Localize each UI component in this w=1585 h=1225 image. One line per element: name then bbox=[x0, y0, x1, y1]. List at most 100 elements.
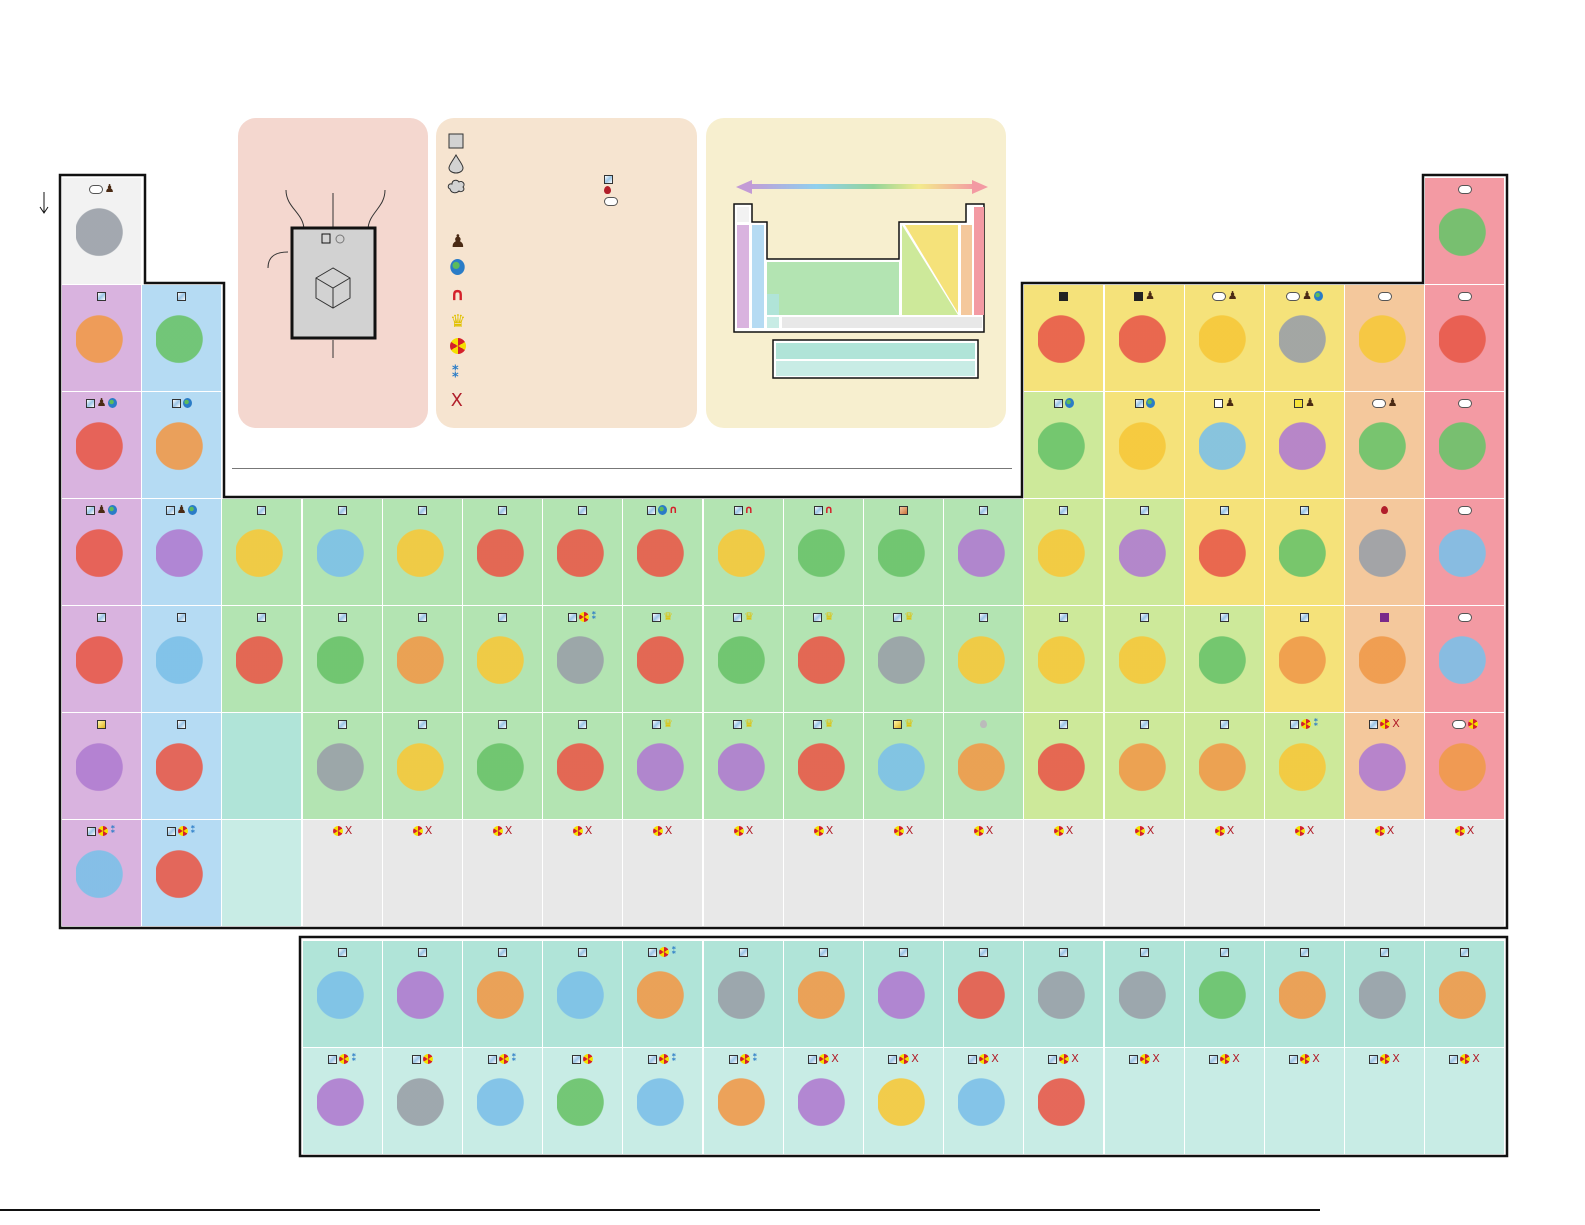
element-cell[interactable]: ♟ bbox=[142, 499, 221, 605]
element-cell[interactable]: X bbox=[864, 1048, 943, 1154]
element-cell[interactable] bbox=[463, 713, 542, 819]
element-cell[interactable] bbox=[944, 713, 1023, 819]
element-cell[interactable] bbox=[62, 713, 141, 819]
element-cell[interactable] bbox=[1425, 713, 1504, 819]
element-cell[interactable] bbox=[222, 606, 301, 712]
element-cell[interactable]: X bbox=[784, 1048, 863, 1154]
element-cell[interactable]: ♟ bbox=[1185, 392, 1264, 498]
element-cell[interactable] bbox=[142, 713, 221, 819]
element-cell[interactable] bbox=[1105, 606, 1184, 712]
element-cell[interactable]: X bbox=[1024, 820, 1103, 926]
element-cell[interactable]: ♛ bbox=[704, 606, 783, 712]
element-cell[interactable]: X bbox=[1185, 1048, 1264, 1154]
element-cell[interactable] bbox=[1425, 178, 1504, 284]
element-cell[interactable]: X bbox=[543, 820, 622, 926]
element-cell[interactable] bbox=[303, 499, 382, 605]
element-cell[interactable] bbox=[303, 941, 382, 1047]
element-cell[interactable]: X bbox=[1105, 1048, 1184, 1154]
element-cell[interactable]: X bbox=[1425, 1048, 1504, 1154]
element-cell[interactable]: ⁑ bbox=[623, 1048, 702, 1154]
element-cell[interactable]: ♛ bbox=[784, 713, 863, 819]
element-cell[interactable]: ♟ bbox=[1265, 285, 1344, 391]
element-cell[interactable] bbox=[1185, 941, 1264, 1047]
element-cell[interactable]: ⁑ bbox=[623, 941, 702, 1047]
element-cell[interactable]: X bbox=[1265, 820, 1344, 926]
element-cell[interactable]: X bbox=[623, 820, 702, 926]
element-cell[interactable]: X bbox=[704, 820, 783, 926]
element-cell[interactable] bbox=[62, 285, 141, 391]
element-cell[interactable] bbox=[1425, 941, 1504, 1047]
element-cell[interactable] bbox=[944, 606, 1023, 712]
element-cell[interactable] bbox=[1265, 941, 1344, 1047]
element-cell[interactable]: X bbox=[864, 820, 943, 926]
element-cell[interactable]: X bbox=[1345, 713, 1424, 819]
element-cell[interactable] bbox=[1024, 713, 1103, 819]
element-cell[interactable]: X bbox=[1185, 820, 1264, 926]
element-cell[interactable] bbox=[1425, 606, 1504, 712]
element-cell[interactable] bbox=[944, 499, 1023, 605]
element-cell[interactable]: ♟ bbox=[1185, 285, 1264, 391]
element-cell[interactable]: ♛ bbox=[623, 606, 702, 712]
element-cell[interactable] bbox=[1105, 713, 1184, 819]
element-cell[interactable] bbox=[303, 713, 382, 819]
element-cell[interactable]: ♛ bbox=[623, 713, 702, 819]
element-cell[interactable] bbox=[383, 941, 462, 1047]
element-cell[interactable] bbox=[1425, 285, 1504, 391]
element-cell[interactable] bbox=[1265, 499, 1344, 605]
element-cell[interactable] bbox=[1345, 606, 1424, 712]
element-cell[interactable]: X bbox=[784, 820, 863, 926]
element-cell[interactable] bbox=[1024, 285, 1103, 391]
element-cell[interactable]: X bbox=[1345, 1048, 1424, 1154]
element-cell[interactable] bbox=[864, 499, 943, 605]
element-cell[interactable] bbox=[1024, 392, 1103, 498]
element-cell[interactable] bbox=[383, 1048, 462, 1154]
element-cell[interactable] bbox=[1105, 499, 1184, 605]
element-cell[interactable] bbox=[1105, 941, 1184, 1047]
element-cell[interactable] bbox=[704, 941, 783, 1047]
element-cell[interactable] bbox=[1345, 499, 1424, 605]
element-cell[interactable] bbox=[62, 606, 141, 712]
element-cell[interactable] bbox=[1425, 392, 1504, 498]
element-cell[interactable]: X bbox=[944, 820, 1023, 926]
element-cell[interactable]: ♛ bbox=[864, 606, 943, 712]
element-cell[interactable]: ⁑ bbox=[543, 606, 622, 712]
element-cell[interactable]: ⁑ bbox=[704, 1048, 783, 1154]
element-cell[interactable]: ⁑ bbox=[463, 1048, 542, 1154]
element-cell[interactable] bbox=[222, 713, 301, 819]
element-cell[interactable]: ♛ bbox=[864, 713, 943, 819]
element-cell[interactable]: ♟ bbox=[62, 499, 141, 605]
element-cell[interactable]: ♛ bbox=[704, 713, 783, 819]
element-cell[interactable]: ♟ bbox=[1265, 392, 1344, 498]
element-cell[interactable] bbox=[1345, 285, 1424, 391]
element-cell[interactable] bbox=[784, 941, 863, 1047]
element-cell[interactable]: ⁑ bbox=[142, 820, 221, 926]
element-cell[interactable]: ∩ bbox=[704, 499, 783, 605]
element-cell[interactable]: ♟ bbox=[1105, 285, 1184, 391]
element-cell[interactable] bbox=[543, 713, 622, 819]
element-cell[interactable] bbox=[864, 941, 943, 1047]
element-cell[interactable]: X bbox=[463, 820, 542, 926]
element-cell[interactable]: X bbox=[944, 1048, 1023, 1154]
element-cell[interactable] bbox=[1425, 499, 1504, 605]
element-cell[interactable]: X bbox=[303, 820, 382, 926]
element-cell[interactable] bbox=[944, 941, 1023, 1047]
element-cell[interactable]: ♟ bbox=[62, 178, 141, 284]
element-cell[interactable] bbox=[222, 820, 301, 926]
element-cell[interactable] bbox=[1185, 606, 1264, 712]
element-cell[interactable] bbox=[303, 606, 382, 712]
element-cell[interactable]: X bbox=[1024, 1048, 1103, 1154]
element-cell[interactable]: ♟ bbox=[1345, 392, 1424, 498]
element-cell[interactable]: X bbox=[1265, 1048, 1344, 1154]
element-cell[interactable] bbox=[463, 499, 542, 605]
element-cell[interactable]: X bbox=[1345, 820, 1424, 926]
element-cell[interactable] bbox=[543, 499, 622, 605]
element-cell[interactable] bbox=[1185, 499, 1264, 605]
element-cell[interactable] bbox=[142, 606, 221, 712]
element-cell[interactable] bbox=[1024, 941, 1103, 1047]
element-cell[interactable]: ⁑ bbox=[62, 820, 141, 926]
element-cell[interactable]: X bbox=[1425, 820, 1504, 926]
element-cell[interactable] bbox=[1185, 713, 1264, 819]
element-cell[interactable]: ⁑ bbox=[1265, 713, 1344, 819]
element-cell[interactable] bbox=[1265, 606, 1344, 712]
element-cell[interactable] bbox=[463, 941, 542, 1047]
